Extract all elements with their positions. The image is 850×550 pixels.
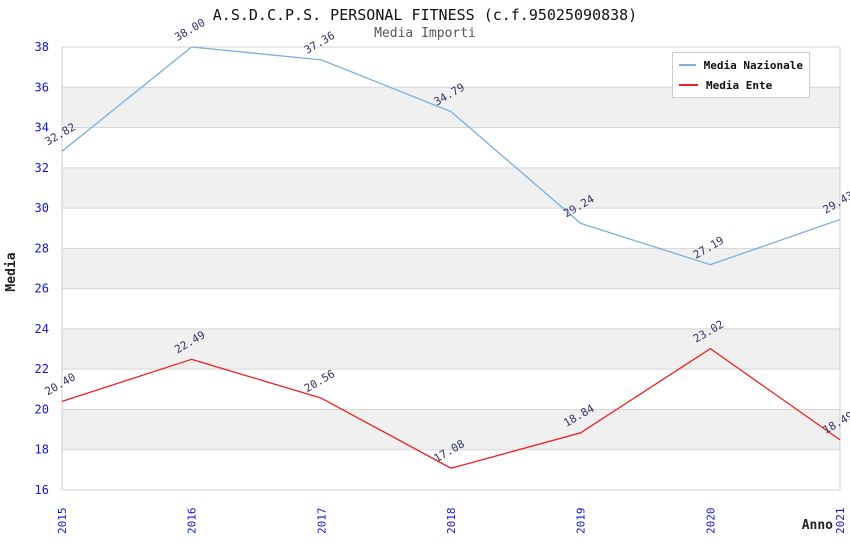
data-label-media-ente: 20.56 [302,367,337,395]
y-tick-label: 20 [35,402,49,416]
legend-item-media-ente: Media Ente [679,76,803,94]
chart-legend: Media Nazionale Media Ente [672,52,810,98]
y-axis-title: Media [4,252,19,291]
y-tick-label: 30 [35,201,49,215]
y-tick-labels: 16 18 20 22 24 26 28 30 32 34 36 38 [35,40,49,497]
y-gridlines [62,46,840,491]
x-axis-title: Anno [802,518,833,533]
y-tick-label: 32 [35,161,49,175]
x-tick-label: 2016 [186,508,199,535]
y-tick-label: 18 [35,443,49,457]
y-tick-label: 38 [35,40,49,54]
legend-label-media-ente: Media Ente [706,78,773,92]
y-tick-label: 36 [35,80,49,94]
legend-line-swatch-red [679,84,698,86]
band-stripe [62,248,840,289]
plot-bands [62,87,840,450]
x-tick-label: 2015 [56,508,69,535]
x-tick-labels: 2015 2016 2017 2018 2019 2020 2021 [56,508,847,535]
plot-spines [61,47,841,490]
x-tick-label: 2018 [445,508,458,535]
axis-titles: Media Anno [4,252,833,533]
chart-title: A.S.D.C.P.S. PERSONAL FITNESS (c.f.95025… [212,6,638,24]
y-tick-label: 24 [35,322,49,336]
series-line-media-ente [61,347,841,469]
y-tick-label: 26 [35,282,49,296]
legend-line-swatch-blue [679,64,696,66]
series-line-media-nazionale [61,46,841,266]
data-label-media-nazionale: 38.00 [172,16,207,44]
chart-subtitle: Media Importi [374,26,476,41]
y-tick-label: 16 [35,483,49,497]
y-tick-label: 34 [35,121,49,135]
x-tick-label: 2020 [704,508,717,535]
band-stripe [62,167,840,209]
x-tick-label: 2017 [315,508,328,535]
x-tick-label: 2021 [834,508,847,535]
band-stripe [62,409,840,450]
x-tick-label: 2019 [575,508,588,535]
legend-label-media-nazionale: Media Nazionale [703,58,803,72]
data-label-media-nazionale: 37.36 [302,29,337,57]
y-tick-label: 28 [35,241,49,255]
y-tick-label: 22 [35,362,49,376]
legend-item-media-nazionale: Media Nazionale [679,56,803,74]
